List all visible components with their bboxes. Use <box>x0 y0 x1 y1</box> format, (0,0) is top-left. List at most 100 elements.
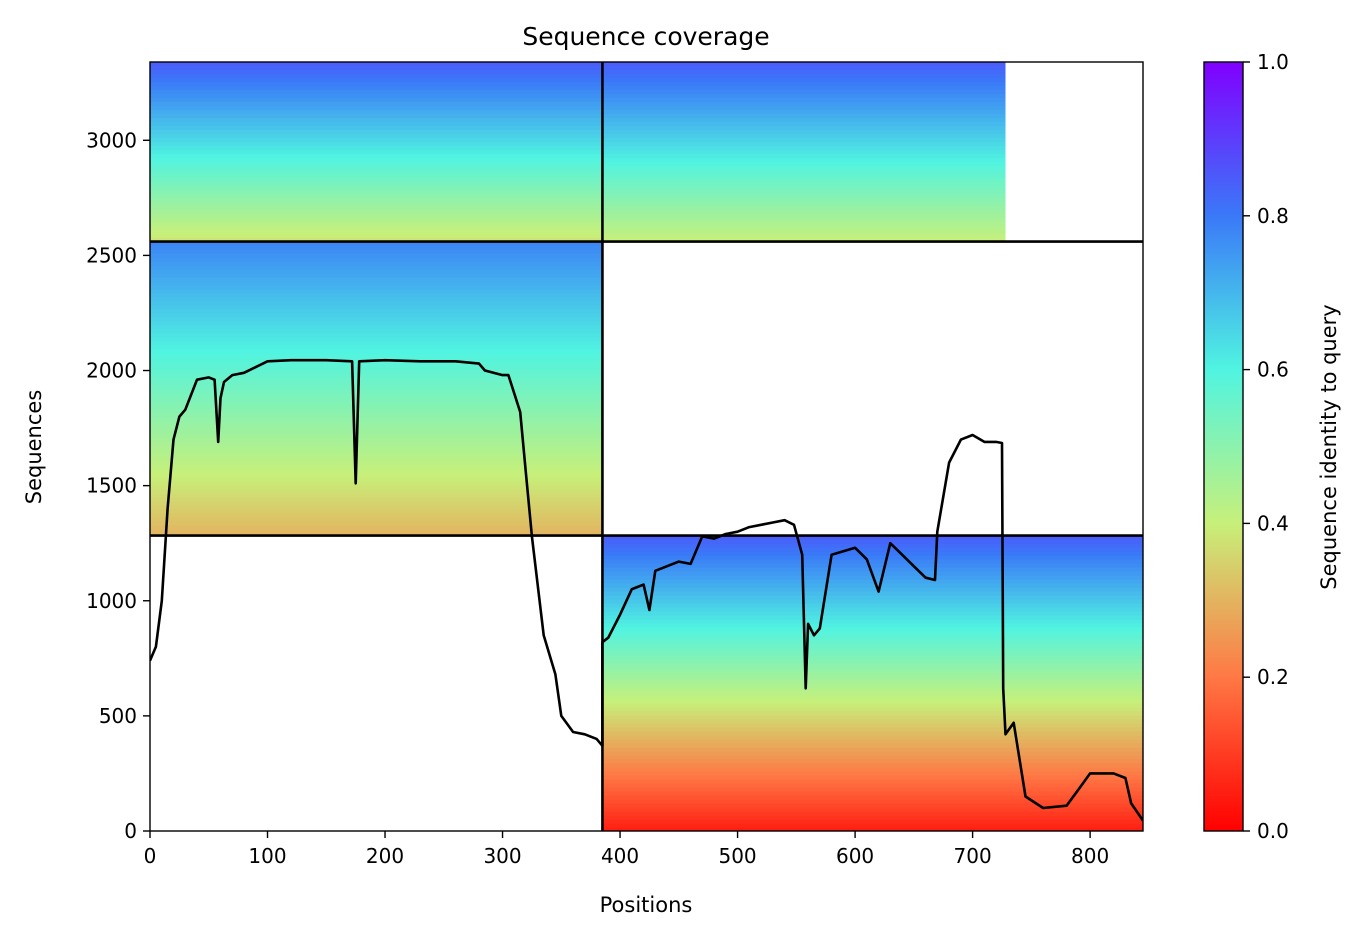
heatmap-row <box>602 186 1006 191</box>
heatmap-row <box>602 90 1006 95</box>
heatmap-row <box>602 771 1143 777</box>
colorbar-tick-label: 0.6 <box>1257 358 1289 382</box>
heatmap-row <box>602 623 1143 629</box>
heatmap-row <box>150 94 603 99</box>
heatmap-row <box>602 214 1006 219</box>
heatmap-row <box>602 751 1143 757</box>
heatmap-row <box>150 257 603 263</box>
heatmap-row <box>602 70 1006 75</box>
heatmap-row <box>150 98 603 103</box>
heatmap-row <box>150 110 603 115</box>
heatmap-row <box>602 787 1143 793</box>
heatmap-row <box>150 190 603 195</box>
heatmap-row <box>602 130 1006 135</box>
heatmap-row <box>602 543 1143 549</box>
heatmap-row <box>150 297 603 303</box>
heatmap-row <box>150 413 603 419</box>
heatmap-row <box>602 779 1143 785</box>
heatmap-row <box>150 82 603 87</box>
heatmap-row <box>150 485 603 491</box>
heatmap-row <box>602 599 1143 605</box>
heatmap-row <box>602 695 1143 701</box>
heatmap-row <box>602 775 1143 781</box>
heatmap-block-chain-2-unpaired <box>602 535 1143 831</box>
heatmap-row <box>602 747 1143 753</box>
heatmap-row <box>602 551 1143 557</box>
heatmap-row <box>150 158 603 163</box>
heatmap-row <box>150 305 603 311</box>
heatmap-row <box>150 457 603 463</box>
heatmap-row <box>602 106 1006 111</box>
heatmap-row <box>150 170 603 175</box>
heatmap-row <box>150 385 603 391</box>
heatmap-row <box>602 218 1006 223</box>
heatmap-row <box>602 663 1143 669</box>
heatmap-row <box>150 238 603 243</box>
heatmap-row <box>150 62 603 67</box>
heatmap-row <box>602 118 1006 123</box>
heatmap-row <box>602 198 1006 203</box>
heatmap-row <box>150 345 603 351</box>
heatmap-row <box>150 74 603 79</box>
heatmap-row <box>602 643 1143 649</box>
heatmap-row <box>602 222 1006 227</box>
heatmap-row <box>602 603 1143 609</box>
heatmap-row <box>602 607 1143 613</box>
heatmap-row <box>150 353 603 359</box>
y-tick-label: 500 <box>99 704 137 728</box>
heatmap-row <box>602 122 1006 127</box>
heatmap-row <box>602 691 1143 697</box>
heatmap-row <box>150 337 603 343</box>
heatmap-row <box>150 461 603 467</box>
heatmap-row <box>602 535 1143 541</box>
heatmap-row <box>602 226 1006 231</box>
heatmap-row <box>150 317 603 323</box>
heatmap-row <box>602 711 1143 717</box>
heatmap-row <box>150 162 603 167</box>
heatmap-row <box>150 154 603 159</box>
heatmap-row <box>150 393 603 399</box>
heatmap-row <box>150 361 603 367</box>
heatmap-row <box>150 521 603 527</box>
heatmap-row <box>150 481 603 487</box>
heatmap-row <box>150 465 603 471</box>
colorbar-label: Sequence identity to query <box>1317 304 1341 589</box>
heatmap-row <box>150 234 603 239</box>
heatmap-row <box>602 174 1006 179</box>
colorbar-tick-label: 0.0 <box>1257 819 1289 843</box>
x-tick-label: 500 <box>718 844 756 868</box>
coverage-heatmap <box>150 62 1143 831</box>
heatmap-row <box>150 405 603 411</box>
heatmap-row <box>602 178 1006 183</box>
heatmap-row <box>150 106 603 111</box>
y-axis: 0 500 1000 1500 2000 2500 3000 <box>86 128 150 843</box>
heatmap-row <box>602 755 1143 761</box>
heatmap-row <box>602 190 1006 195</box>
heatmap-row <box>150 86 603 91</box>
heatmap-row <box>150 285 603 291</box>
heatmap-row <box>602 639 1143 645</box>
heatmap-row <box>150 241 603 247</box>
heatmap-row <box>602 539 1143 545</box>
heatmap-row <box>150 373 603 379</box>
heatmap-row <box>150 126 603 131</box>
heatmap-row <box>602 795 1143 801</box>
heatmap-row <box>602 78 1006 83</box>
heatmap-row <box>602 823 1143 829</box>
heatmap-row <box>150 325 603 331</box>
heatmap-row <box>150 194 603 199</box>
heatmap-row <box>150 130 603 135</box>
heatmap-row <box>150 226 603 231</box>
heatmap-row <box>150 445 603 451</box>
heatmap-row <box>602 683 1143 689</box>
heatmap-row <box>150 349 603 355</box>
heatmap-row <box>602 82 1006 87</box>
heatmap-row <box>602 699 1143 705</box>
colorbar-tick-label: 0.4 <box>1257 511 1289 535</box>
heatmap-row <box>150 377 603 383</box>
heatmap-row <box>150 309 603 315</box>
heatmap-row <box>150 186 603 191</box>
heatmap-row <box>602 567 1143 573</box>
heatmap-row <box>150 509 603 515</box>
heatmap-row <box>150 473 603 479</box>
